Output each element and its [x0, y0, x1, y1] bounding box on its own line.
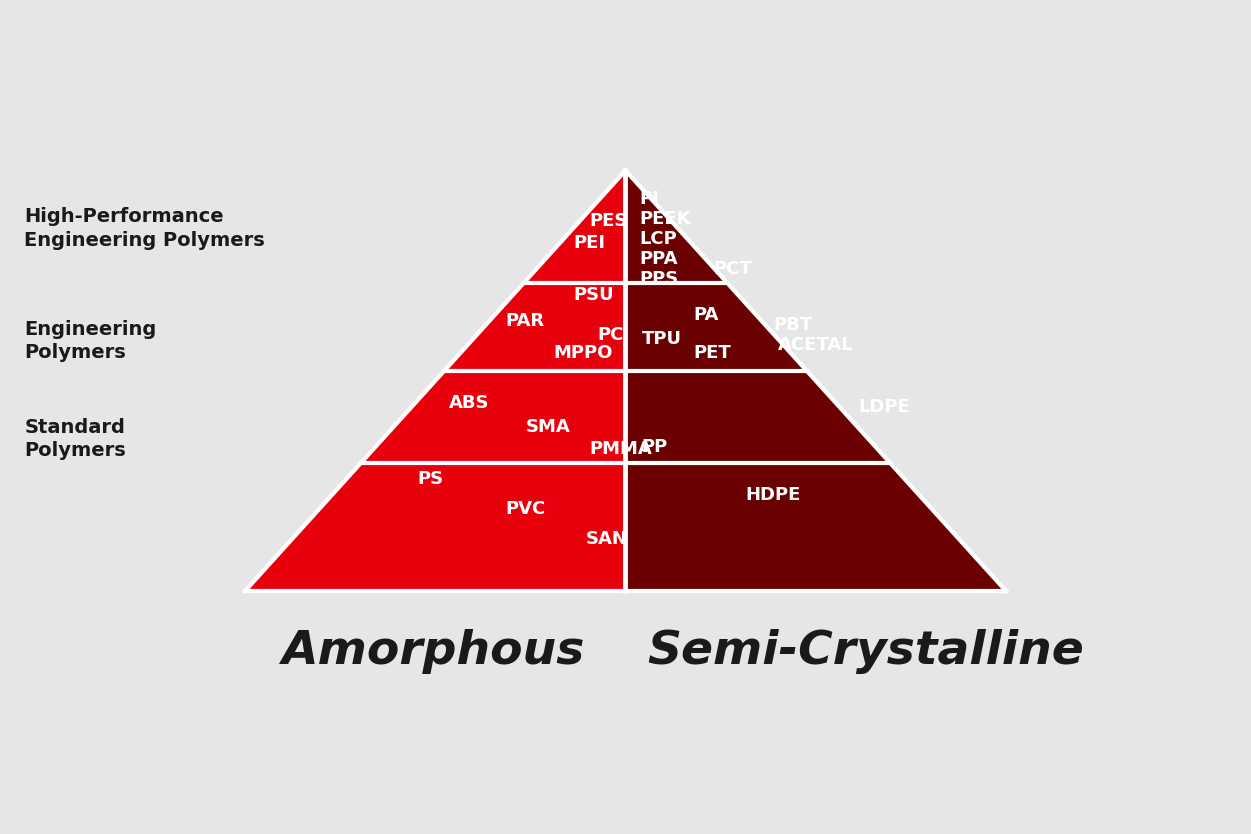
Polygon shape [245, 463, 626, 591]
Polygon shape [360, 371, 626, 463]
Text: Standard
Polymers: Standard Polymers [24, 418, 126, 460]
Text: ACETAL: ACETAL [778, 336, 853, 354]
Polygon shape [626, 371, 891, 463]
Text: HDPE: HDPE [746, 486, 801, 505]
Text: PEI: PEI [573, 234, 605, 252]
Text: SMA: SMA [525, 418, 570, 436]
Text: PS: PS [417, 470, 443, 488]
Text: PEEK: PEEK [639, 209, 691, 228]
Text: PCT: PCT [713, 259, 752, 278]
Text: PPA: PPA [639, 249, 678, 268]
Text: PBT: PBT [774, 316, 813, 334]
Text: PES: PES [589, 212, 628, 229]
Polygon shape [626, 283, 807, 371]
Text: ABS: ABS [449, 394, 489, 412]
Text: High-Performance
Engineering Polymers: High-Performance Engineering Polymers [24, 208, 265, 250]
Polygon shape [626, 463, 1006, 591]
Text: MPPO: MPPO [553, 344, 613, 362]
Text: Engineering
Polymers: Engineering Polymers [24, 319, 156, 362]
Text: SAN: SAN [585, 530, 627, 548]
Polygon shape [524, 170, 626, 283]
Text: Semi-Crystalline: Semi-Crystalline [648, 629, 1085, 674]
Text: PVC: PVC [505, 500, 545, 518]
Text: Amorphous: Amorphous [281, 629, 584, 674]
Text: PSU: PSU [573, 286, 614, 304]
Text: PI: PI [639, 189, 659, 208]
Text: PP: PP [642, 438, 668, 456]
Text: LDPE: LDPE [858, 398, 909, 416]
Text: PC: PC [598, 326, 624, 344]
Text: PPS: PPS [639, 269, 679, 288]
Text: PA: PA [693, 306, 719, 324]
Text: PMMA: PMMA [589, 440, 652, 458]
Text: PAR: PAR [505, 312, 544, 329]
Polygon shape [444, 283, 626, 371]
Text: PET: PET [693, 344, 732, 362]
Text: LCP: LCP [639, 229, 677, 248]
Text: TPU: TPU [642, 329, 682, 348]
Polygon shape [626, 170, 727, 283]
